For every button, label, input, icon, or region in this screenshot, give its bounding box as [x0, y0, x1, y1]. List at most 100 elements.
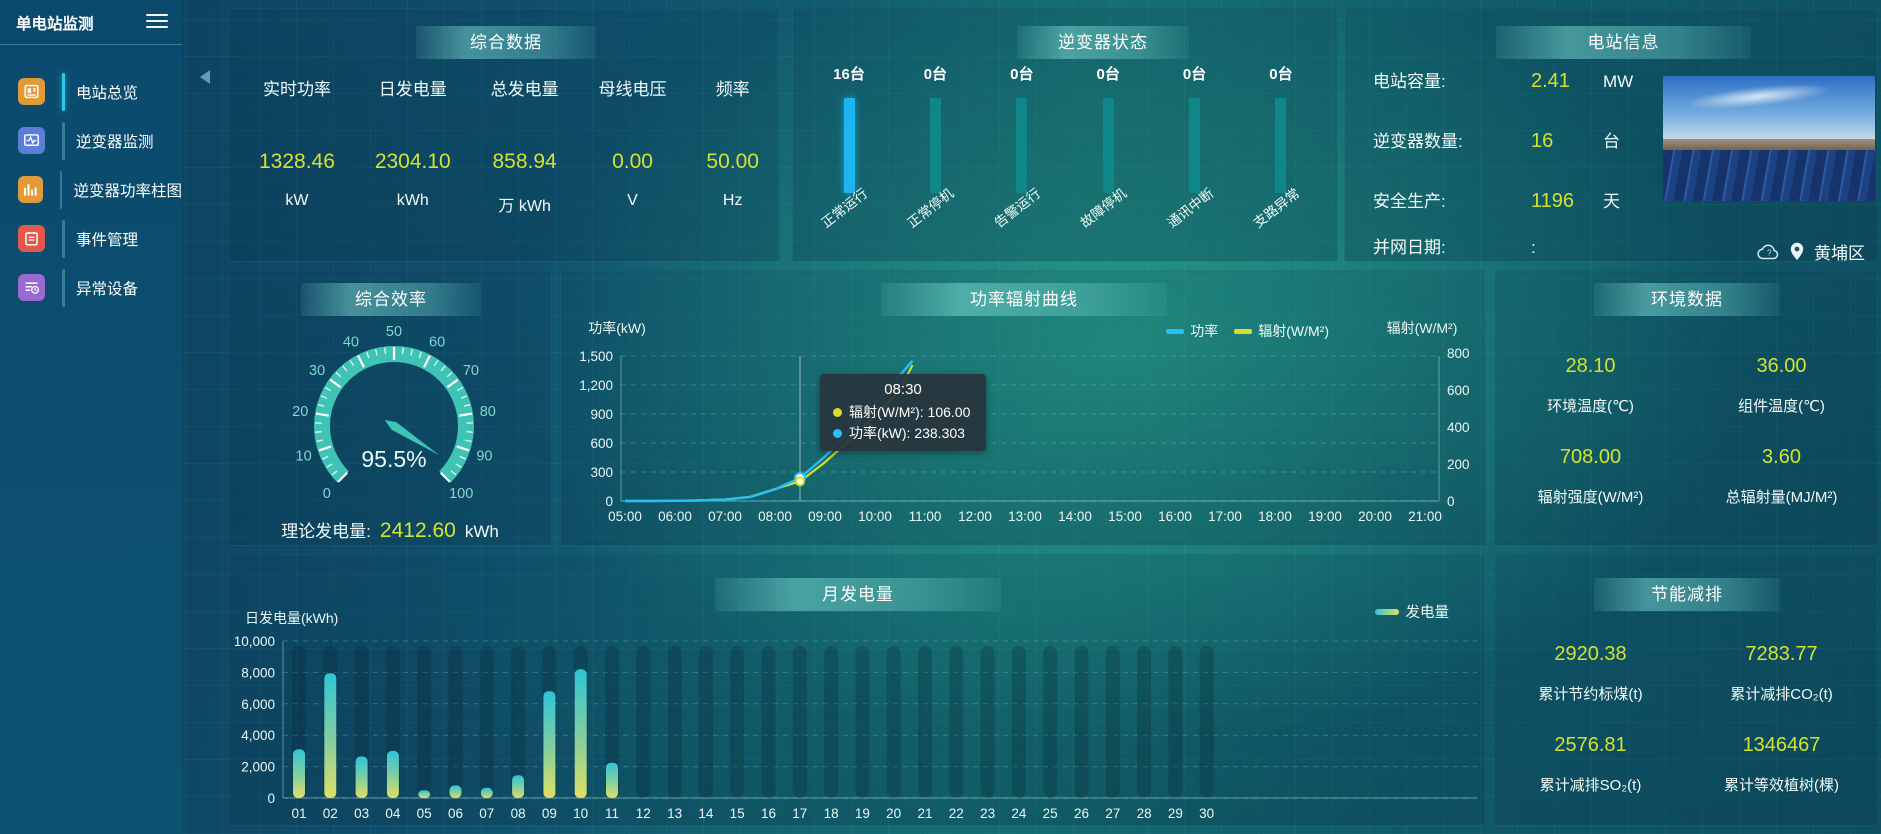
theoretical-generation-label: 理论发电量:: [281, 522, 371, 541]
summary-metric: 实时功率 1328.46 kW: [259, 75, 335, 216]
svg-text:19: 19: [855, 806, 870, 821]
stat-item: 2920.38 累计节约标煤(t): [1495, 643, 1686, 704]
svg-text:0: 0: [1447, 494, 1455, 509]
svg-text:200: 200: [1447, 457, 1470, 472]
stat-label: 累计减排SO₂(t): [1539, 777, 1642, 794]
sidebar-item-inverter-monitor[interactable]: 逆变器监测: [0, 116, 182, 165]
svg-text:17:00: 17:00: [1208, 509, 1242, 524]
svg-text:09:00: 09:00: [808, 509, 842, 524]
legend-marker: [1374, 608, 1399, 615]
svg-text:10:00: 10:00: [858, 509, 892, 524]
event-icon: [18, 225, 45, 252]
monthly-generation-chart[interactable]: 0 2,000 4,000 6,000 8,000 10,000 日发电量(kWh) 01 02…: [229, 555, 1487, 827]
stat-label: 总辐射量(MJ/M²): [1725, 489, 1838, 506]
panel-title-energy-saving: 节能减排: [1594, 578, 1780, 611]
stat-item: 2576.81 累计减排SO₂(t): [1495, 734, 1686, 795]
panel-title-text: 月发电量: [822, 585, 894, 604]
power-radiation-chart[interactable]: 0 300 600 900 1,200 1,500 0 200 400 600 800 功率(kW) 辐…: [561, 271, 1487, 547]
inverter-count: 0台: [1182, 66, 1207, 83]
station-info-label: 逆变器数量:: [1373, 132, 1463, 151]
svg-text:13: 13: [667, 806, 682, 821]
stat-value: 3.60: [1762, 446, 1801, 468]
panel-title-text: 逆变器状态: [1058, 33, 1148, 52]
legend-label: 辐射(W/M²): [1258, 323, 1329, 339]
panel-inverter-status: 逆变器状态 16台 正常运行 0台 正常停机 0台 告警运行 0台 故障停机 0台 通讯中断 0台支…: [792, 8, 1338, 262]
panel-title-power-radiation: 功率辐射曲线: [881, 283, 1167, 316]
chart-tooltip: 08:30 辐射(W/M²): 106.00 功率(kW): 238.303: [820, 374, 986, 451]
svg-text:07:00: 07:00: [708, 509, 742, 524]
svg-text:22: 22: [949, 806, 964, 821]
svg-text:90: 90: [476, 448, 492, 464]
panel-summary: 综合数据 实时功率 1328.46 kW 日发电量 2304.10 kWh 总发电量 858.…: [228, 8, 780, 262]
legend-marker: [1234, 328, 1253, 334]
svg-text:30: 30: [1199, 806, 1214, 821]
inverter-count: 0台: [923, 66, 948, 83]
stat-value: 2576.81: [1554, 734, 1627, 756]
summary-metric: 日发电量 2304.10 kWh: [375, 75, 451, 216]
panel-title-text: 环境数据: [1651, 290, 1723, 309]
bar-chart-legend[interactable]: 发电量: [1374, 601, 1449, 622]
efficiency-gauge-chart[interactable]: 0 10 20 30 40 50 60 70 80 90 100 95.5%: [229, 271, 553, 547]
inverter-bar: [1102, 98, 1114, 193]
sidebar: 单电站监测 电站总览 逆变器监测 逆变器功率柱图 事件管理 异常设备: [0, 0, 182, 834]
tooltip-time: 08:30: [884, 381, 922, 398]
station-info-label: 安全生产:: [1373, 192, 1446, 211]
inverter-status-item: 0台 支路异常: [1249, 63, 1313, 253]
svg-text:18: 18: [824, 806, 839, 821]
metric-label: 母线电压: [598, 80, 667, 99]
legend-item[interactable]: 功率: [1166, 321, 1218, 341]
svg-text:80: 80: [480, 404, 496, 420]
panel-monthly-generation: 月发电量 0 2,000 4,000 6,000 8,000 10,000 日发电量(kWh…: [228, 554, 1486, 826]
line-chart-legend[interactable]: 功率 辐射(W/M²): [1166, 321, 1329, 341]
stat-label: 累计等效植树(棵): [1724, 777, 1839, 794]
panel-title-environment: 环境数据: [1594, 283, 1780, 316]
svg-text:50: 50: [386, 324, 402, 340]
sidebar-item-event[interactable]: 事件管理: [0, 214, 182, 263]
metric-label: 频率: [715, 80, 750, 99]
legend-item[interactable]: 辐射(W/M²): [1234, 321, 1329, 341]
svg-text:30: 30: [309, 363, 325, 379]
svg-text:15: 15: [730, 806, 745, 821]
station-info-unit: MW: [1603, 72, 1634, 91]
stat-item: 7283.77 累计减排CO₂(t): [1686, 643, 1877, 704]
panel-title-efficiency: 综合效率: [301, 283, 481, 316]
svg-text:1,500: 1,500: [579, 349, 613, 364]
svg-text:26: 26: [1074, 806, 1089, 821]
metric-value: 1328.46: [259, 150, 335, 173]
station-photo-image: [1663, 76, 1875, 201]
stat-item: 28.10 环境温度(℃): [1495, 355, 1686, 416]
sidebar-item-overview[interactable]: 电站总览: [0, 67, 182, 116]
svg-text:70: 70: [463, 363, 479, 379]
station-info-label: 电站容量:: [1373, 72, 1446, 91]
svg-text:19:00: 19:00: [1308, 509, 1342, 524]
metric-unit: kWh: [396, 192, 429, 209]
svg-text:28: 28: [1137, 806, 1152, 821]
panel-title-text: 电站信息: [1587, 33, 1660, 52]
location-pin-icon[interactable]: [1790, 242, 1804, 261]
svg-text:8,000: 8,000: [241, 665, 275, 680]
menu-accent-bar: [62, 268, 65, 307]
panel-station-info: 电站信息 电站容量: 2.41 MW 逆变器数量: 16 台安全生产: 1196 天并网日期:…: [1344, 8, 1878, 263]
stat-label: 累计减排CO₂(t): [1730, 686, 1833, 703]
collapse-arrow-icon[interactable]: [200, 70, 210, 84]
svg-text:日发电量(kWh): 日发电量(kWh): [245, 610, 338, 626]
weather-cloud-icon[interactable]: ?: [1756, 243, 1780, 260]
svg-text:95.5%: 95.5%: [361, 446, 426, 472]
svg-text:09: 09: [542, 806, 557, 821]
sidebar-item-abnormal-device[interactable]: 异常设备: [0, 263, 182, 312]
svg-text:23: 23: [980, 806, 995, 821]
summary-metric: 总发电量 858.94 万 kWh: [491, 75, 559, 216]
svg-text:辐射(W/M²): 辐射(W/M²): [1387, 320, 1458, 336]
svg-text:11:00: 11:00: [909, 509, 942, 524]
stat-item: 1346467 累计等效植树(棵): [1686, 734, 1877, 795]
svg-text:2,000: 2,000: [241, 760, 275, 775]
abnormal-device-icon: [18, 274, 45, 301]
sidebar-item-label: 事件管理: [76, 231, 139, 249]
summary-metric: 频率 50.00 Hz: [706, 75, 759, 216]
panel-energy-saving: 节能减排 2920.38 累计节约标煤(t) 7283.77 累计减排CO₂(t) 25…: [1494, 554, 1878, 826]
sidebar-item-power-bars[interactable]: 逆变器功率柱图: [0, 165, 182, 214]
menu-toggle-icon[interactable]: [146, 14, 168, 32]
svg-text:0: 0: [605, 494, 613, 509]
location-name[interactable]: 黄埔区: [1814, 244, 1865, 263]
tooltip-row: 辐射(W/M²): 106.00: [833, 402, 973, 423]
